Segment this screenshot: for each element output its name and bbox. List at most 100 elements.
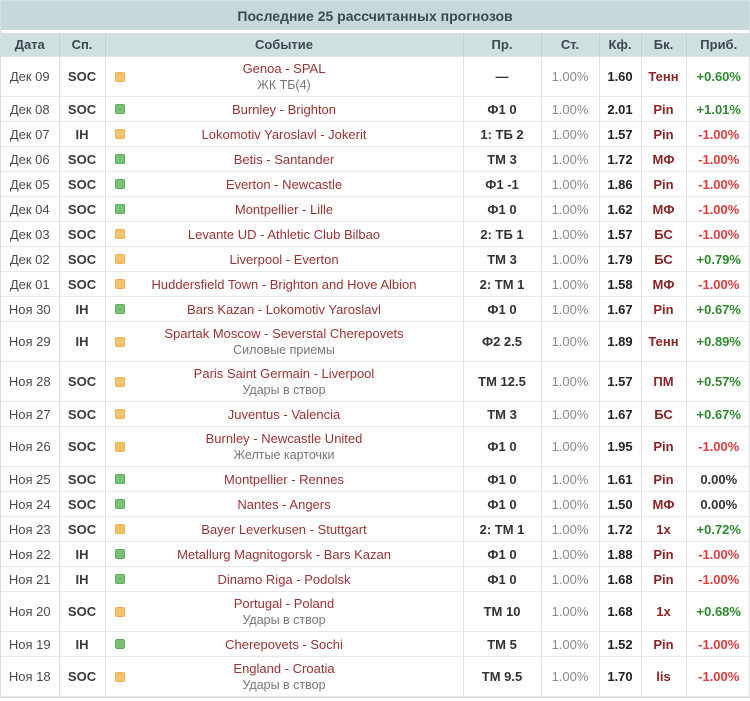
event-link[interactable]: Juventus - Valencia <box>227 406 341 422</box>
coef-cell: 1.89 <box>599 321 642 362</box>
date-cell: Дек 04 <box>1 196 60 222</box>
event-link[interactable]: Portugal - Poland <box>233 596 335 611</box>
bookmaker-cell[interactable]: Тенн <box>641 56 687 97</box>
bookmaker-cell[interactable]: Pin <box>641 121 687 147</box>
table-row: Ноя 23 SOC Bayer Leverkusen - Stuttgart … <box>1 516 750 542</box>
date-cell: Дек 08 <box>1 96 60 122</box>
bookmaker-cell[interactable]: Pin <box>641 631 687 657</box>
profit-cell: +0.89% <box>686 321 750 362</box>
sport-cell: SOC <box>59 271 106 297</box>
bookmaker-cell[interactable]: lis <box>641 656 687 697</box>
event-link[interactable]: Liverpool - Everton <box>229 251 339 267</box>
stake-cell: 1.00% <box>541 631 600 657</box>
bookmaker-cell[interactable]: БС <box>641 401 687 427</box>
result-marker-icon <box>114 549 125 559</box>
event-link[interactable]: Bayer Leverkusen - Stuttgart <box>201 521 367 537</box>
profit-cell: +0.57% <box>686 361 750 402</box>
table-row: Ноя 26 SOC Burnley - Newcastle United Же… <box>1 426 750 467</box>
event-link[interactable]: Nantes - Angers <box>237 496 331 512</box>
date-cell: Дек 02 <box>1 246 60 272</box>
coef-cell: 1.62 <box>599 196 642 222</box>
bookmaker-cell[interactable]: ПМ <box>641 361 687 402</box>
date-cell: Дек 07 <box>1 121 60 147</box>
stake-cell: 1.00% <box>541 361 600 402</box>
bookmaker-cell[interactable]: Pin <box>641 96 687 122</box>
date-cell: Ноя 20 <box>1 591 60 632</box>
result-marker-icon <box>114 104 125 114</box>
coef-cell: 1.68 <box>599 591 642 632</box>
stake-cell: 1.00% <box>541 221 600 247</box>
result-marker-icon <box>114 279 125 289</box>
event-link[interactable]: Cherepovets - Sochi <box>225 636 343 652</box>
result-marker-icon <box>114 409 125 419</box>
event-note: Удары в створ <box>242 678 326 692</box>
event-link[interactable]: Levante UD - Athletic Club Bilbao <box>187 226 381 242</box>
table-row: Дек 07 IH Lokomotiv Yaroslavl - Jokerit … <box>1 121 750 147</box>
bookmaker-cell[interactable]: 1x <box>641 516 687 542</box>
table-row: Дек 04 SOC Montpellier - Lille Ф1 0 1.00… <box>1 196 750 222</box>
event-link[interactable]: Spartak Moscow - Severstal Cherepovets <box>164 326 404 341</box>
bookmaker-cell[interactable]: Pin <box>641 171 687 197</box>
profit-cell: -1.00% <box>686 541 750 567</box>
event-cell: Liverpool - Everton <box>105 246 464 272</box>
event-link[interactable]: Dinamo Riga - Podolsk <box>217 571 351 587</box>
event-link[interactable]: Burnley - Newcastle United <box>205 431 363 446</box>
prediction-cell: ТМ 12.5 <box>463 361 542 402</box>
column-header-profit: Приб. <box>686 33 750 57</box>
bookmaker-cell[interactable]: МФ <box>641 271 687 297</box>
event-cell: Huddersfield Town - Brighton and Hove Al… <box>105 271 464 297</box>
event-link[interactable]: Montpellier - Rennes <box>224 471 344 487</box>
date-cell: Ноя 18 <box>1 656 60 697</box>
event-link[interactable]: Metallurg Magnitogorsk - Bars Kazan <box>177 546 391 562</box>
date-cell: Ноя 22 <box>1 541 60 567</box>
bookmaker-cell[interactable]: МФ <box>641 196 687 222</box>
bookmaker-cell[interactable]: Тенн <box>641 321 687 362</box>
bookmaker-cell[interactable]: Pin <box>641 426 687 467</box>
prediction-cell: 2: ТМ 1 <box>463 271 542 297</box>
event-link[interactable]: Paris Saint Germain - Liverpool <box>193 366 375 381</box>
event-link[interactable]: England - Croatia <box>233 661 335 676</box>
event-cell: Genoa - SPAL ЖК ТБ(4) <box>105 56 464 97</box>
bookmaker-cell[interactable]: МФ <box>641 491 687 517</box>
event-link[interactable]: Huddersfield Town - Brighton and Hove Al… <box>151 276 417 292</box>
column-header-prediction: Пр. <box>463 33 542 57</box>
table-row: Дек 05 SOC Everton - Newcastle Ф1 -1 1.0… <box>1 171 750 197</box>
prediction-cell: Ф1 0 <box>463 466 542 492</box>
event-link[interactable]: Lokomotiv Yaroslavl - Jokerit <box>201 126 367 142</box>
event-link[interactable]: Burnley - Brighton <box>231 101 337 117</box>
prediction-cell: ТМ 9.5 <box>463 656 542 697</box>
coef-cell: 1.72 <box>599 146 642 172</box>
event-cell: Metallurg Magnitogorsk - Bars Kazan <box>105 541 464 567</box>
coef-cell: 1.58 <box>599 271 642 297</box>
bookmaker-cell[interactable]: БС <box>641 246 687 272</box>
event-link[interactable]: Montpellier - Lille <box>234 201 334 217</box>
event-link[interactable]: Genoa - SPAL <box>242 61 326 76</box>
table-row: Ноя 20 SOC Portugal - Poland Удары в ств… <box>1 591 750 632</box>
stake-cell: 1.00% <box>541 401 600 427</box>
profit-cell: +0.60% <box>686 56 750 97</box>
stake-cell: 1.00% <box>541 296 600 322</box>
event-link[interactable]: Betis - Santander <box>233 151 335 167</box>
coef-cell: 1.50 <box>599 491 642 517</box>
profit-cell: +0.79% <box>686 246 750 272</box>
event-link[interactable]: Everton - Newcastle <box>225 176 343 192</box>
date-cell: Дек 01 <box>1 271 60 297</box>
event-cell: Burnley - Brighton <box>105 96 464 122</box>
sport-cell: IH <box>59 321 106 362</box>
bookmaker-cell[interactable]: Pin <box>641 466 687 492</box>
bookmaker-cell[interactable]: Pin <box>641 566 687 592</box>
bookmaker-cell[interactable]: БС <box>641 221 687 247</box>
event-cell: Juventus - Valencia <box>105 401 464 427</box>
event-cell: Levante UD - Athletic Club Bilbao <box>105 221 464 247</box>
bookmaker-cell[interactable]: Pin <box>641 541 687 567</box>
bookmaker-cell[interactable]: МФ <box>641 146 687 172</box>
profit-cell: -1.00% <box>686 631 750 657</box>
date-cell: Ноя 21 <box>1 566 60 592</box>
coef-cell: 1.52 <box>599 631 642 657</box>
event-link[interactable]: Bars Kazan - Lokomotiv Yaroslavl <box>187 301 381 317</box>
bookmaker-cell[interactable]: 1x <box>641 591 687 632</box>
date-cell: Дек 05 <box>1 171 60 197</box>
bookmaker-cell[interactable]: Pin <box>641 296 687 322</box>
coef-cell: 1.57 <box>599 121 642 147</box>
prediction-cell: Ф1 0 <box>463 296 542 322</box>
